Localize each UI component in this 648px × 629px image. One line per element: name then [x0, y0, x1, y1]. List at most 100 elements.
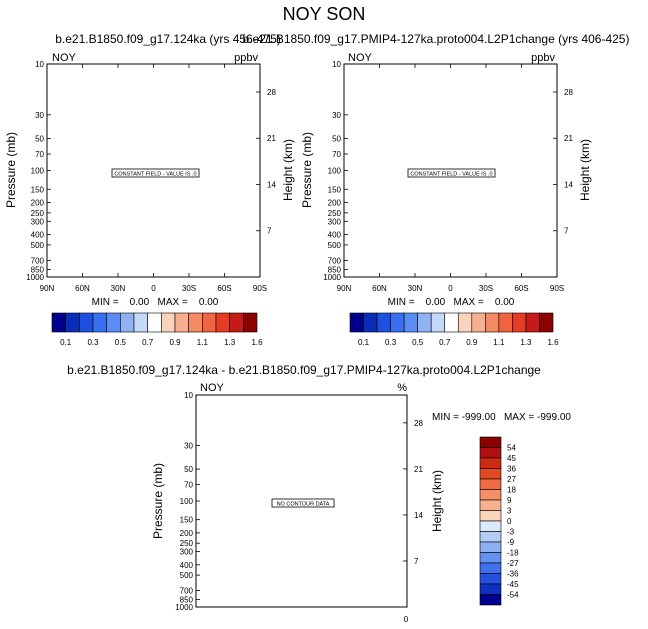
pressure-tick-label: 150 [31, 185, 45, 194]
height-tick-label: 14 [267, 180, 276, 189]
colorbar-swatch [539, 312, 554, 333]
pressure-tick-label: 70 [332, 150, 341, 159]
panel-1-title: b.e21.B1850.f09_g17.124ka (yrs 456-475) [55, 32, 281, 46]
panel-1-minmax: MIN = 0.00 MAX = 0.00 [92, 297, 219, 308]
pressure-tick-label: 10 [184, 391, 193, 400]
pressure-tick-label: 100 [31, 167, 45, 176]
pressure-tick-label: 30 [35, 111, 44, 120]
colorbar-label: 0.9 [169, 338, 181, 347]
colorbar-swatch [479, 447, 502, 459]
colorbar-label: 27 [507, 475, 516, 484]
colorbar-label: 0.3 [87, 338, 99, 347]
panel-1-colorbar: 0.1 0.3 0.5 0.7 0.9 1.1 1.3 1.6 [51, 312, 263, 347]
latitude-tick-label: 90N [40, 284, 55, 293]
pressure-tick-label: 500 [328, 241, 342, 250]
pressure-tick-label: 1000 [175, 603, 193, 612]
colorbar-swatch [51, 312, 66, 333]
colorbar-label: -45 [507, 580, 519, 589]
panel-2-colorbar: 0.1 0.3 0.5 0.7 0.9 1.1 1.3 1.6 [349, 312, 559, 347]
colorbar-swatch [430, 312, 446, 333]
pressure-tick-label: 1000 [26, 273, 44, 282]
colorbar-label: 1.3 [224, 338, 236, 347]
latitude-tick-label: 90S [550, 284, 564, 293]
colorbar-swatch [92, 312, 107, 333]
pressure-tick-label: 30 [332, 111, 341, 120]
latitude-tick-label: 60N [372, 284, 387, 293]
panel-1-units: ppbv [234, 52, 258, 64]
panel-2-y2label: Height (km) [578, 139, 592, 201]
panel-3-variable: NOY [200, 382, 225, 394]
panel-2-title: b.e21.B1850.f09_g17.PMIP4-127ka.proto004… [243, 32, 630, 46]
panel-3-message-box [271, 498, 335, 508]
panel-2-units: ppbv [531, 52, 555, 64]
colorbar-swatch [161, 312, 176, 333]
colorbar-swatch [479, 457, 502, 469]
latitude-tick-label: 30N [111, 284, 126, 293]
colorbar-swatch [457, 312, 473, 333]
colorbar-swatch [512, 312, 527, 333]
colorbar-swatch [479, 562, 502, 574]
colorbar-label: 0.1 [358, 338, 370, 347]
colorbar-label: 9 [507, 496, 512, 505]
colorbar-label: 0.3 [385, 338, 397, 347]
colorbar-swatch [376, 312, 391, 333]
latitude-tick-label: 0 [151, 284, 156, 293]
pressure-tick-label: 400 [180, 561, 194, 570]
panel-1-ylabel: Pressure (mb) [4, 132, 18, 208]
height-tick-label: 7 [564, 227, 569, 236]
latitude-tick-label: 0 [448, 284, 453, 293]
pressure-tick-label: 200 [31, 199, 45, 208]
colorbar-label: -18 [507, 549, 519, 558]
colorbar-swatch [479, 478, 502, 490]
panel-3-y2label: Height (km) [430, 470, 444, 532]
panel-1-height-axis: 28 21 14 7 [256, 88, 276, 236]
colorbar-swatch [479, 594, 502, 606]
panel-2-ylabel: Pressure (mb) [300, 132, 314, 208]
colorbar-swatch [479, 552, 502, 564]
colorbar-label: 0.5 [412, 338, 424, 347]
colorbar-swatch [202, 312, 217, 333]
colorbar-swatch [65, 312, 80, 333]
panel-3-ylabel: Pressure (mb) [151, 463, 165, 539]
colorbar-swatch [417, 312, 432, 333]
colorbar-label: 1.6 [547, 338, 559, 347]
pressure-tick-label: 50 [332, 134, 341, 143]
colorbar-label: -36 [507, 570, 519, 579]
pressure-tick-label: 50 [184, 465, 193, 474]
colorbar-swatch [390, 312, 405, 333]
height-tick-label: 28 [414, 419, 423, 428]
colorbar-label: 1.1 [493, 338, 505, 347]
colorbar-label: 0.9 [466, 338, 478, 347]
page-title: NOY SON [283, 4, 366, 24]
panel-1-variable: NOY [52, 52, 77, 64]
colorbar-label: -27 [507, 559, 519, 568]
colorbar-label: 54 [507, 444, 516, 453]
colorbar-swatch [479, 541, 502, 553]
panel-2: b.e21.B1850.f09_g17.PMIP4-127ka.proto004… [243, 32, 630, 347]
latitude-tick-label: 30N [408, 284, 423, 293]
panel-1-message: CONSTANT FIELD - VALUE IS .0 [114, 172, 196, 178]
pressure-tick-label: 10 [332, 60, 341, 69]
colorbar-swatch [479, 468, 502, 480]
colorbar-label: 36 [507, 465, 516, 474]
pressure-tick-label: 400 [31, 231, 45, 240]
colorbar-swatch [485, 312, 500, 333]
pressure-tick-label: 300 [328, 217, 342, 226]
colorbar-label: -3 [507, 528, 515, 537]
colorbar-swatch [479, 489, 502, 501]
pressure-tick-label: 500 [31, 241, 45, 250]
colorbar-swatch [498, 312, 513, 333]
colorbar-swatch [479, 583, 502, 595]
latitude-tick-label: 90S [253, 284, 267, 293]
colorbar-label: 0 [507, 517, 512, 526]
panel-1-y2label: Height (km) [281, 139, 295, 201]
pressure-tick-label: 700 [31, 257, 45, 266]
pressure-tick-label: 70 [184, 481, 193, 490]
colorbar-swatch [120, 312, 135, 333]
panel-2-message: CONSTANT FIELD - VALUE IS .0 [410, 172, 492, 178]
colorbar-swatch [479, 499, 502, 511]
